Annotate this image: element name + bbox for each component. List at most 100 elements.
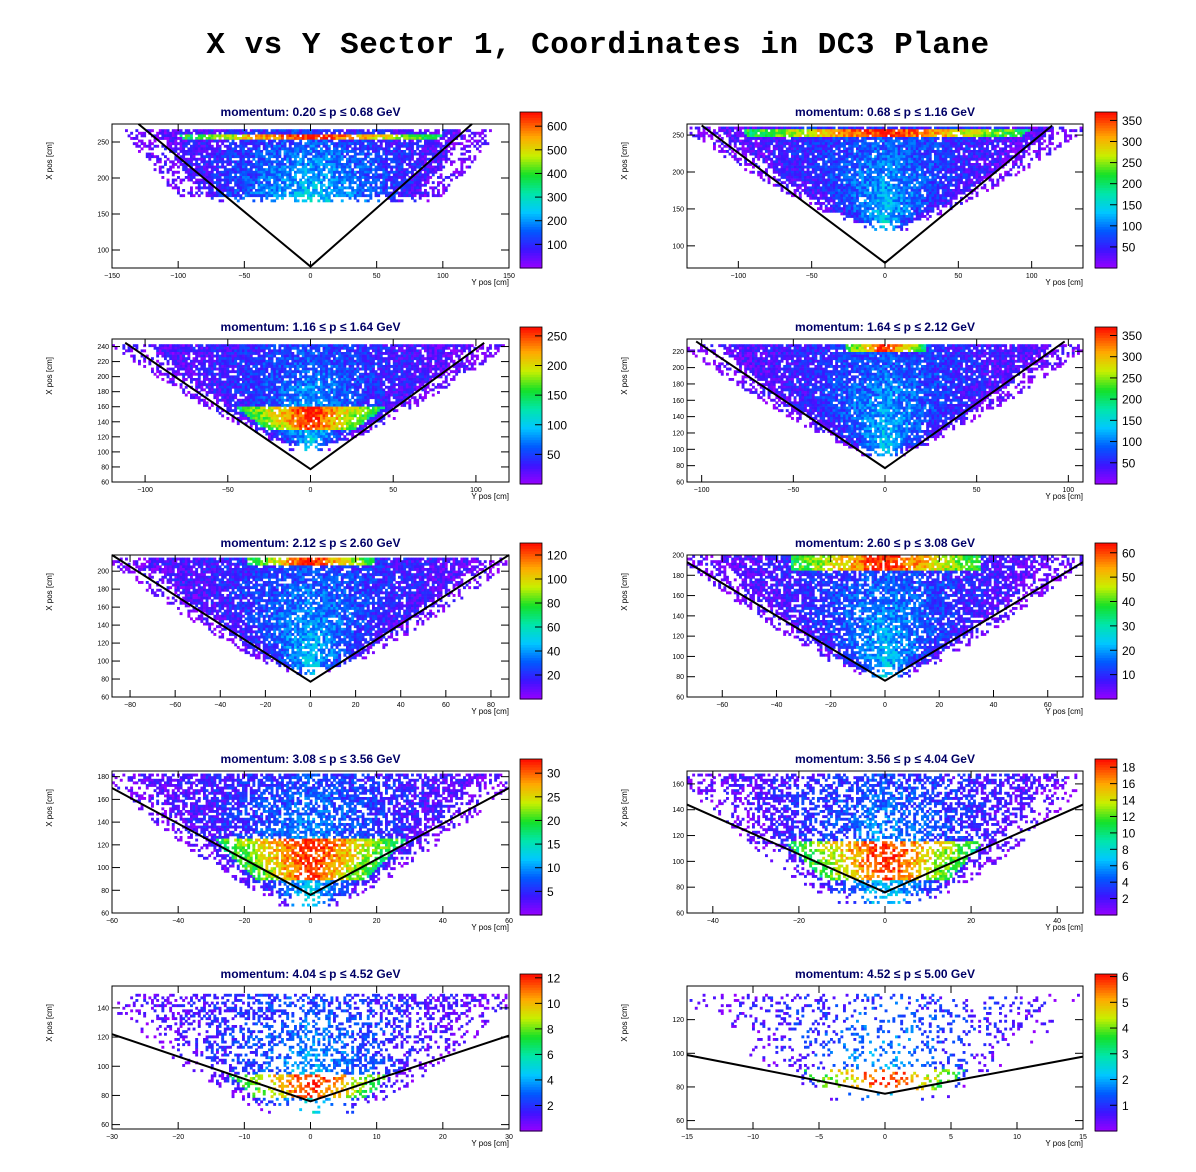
heatmap-cell bbox=[757, 142, 760, 145]
heatmap-cell bbox=[250, 155, 253, 158]
heatmap-cell bbox=[853, 129, 856, 132]
heatmap-cell bbox=[916, 137, 919, 140]
heatmap-cell bbox=[198, 168, 201, 171]
heatmap-cell bbox=[804, 173, 807, 176]
heatmap-cell bbox=[991, 129, 994, 132]
heatmap-cell bbox=[898, 155, 901, 158]
heatmap-cell bbox=[302, 168, 305, 171]
heatmap-cell bbox=[440, 155, 443, 158]
heatmap-cell bbox=[900, 150, 903, 153]
heatmap-cell bbox=[445, 132, 448, 135]
heatmap-cell bbox=[783, 145, 786, 148]
heatmap-cell bbox=[221, 163, 224, 166]
heatmap-cell bbox=[336, 129, 339, 132]
heatmap-cell bbox=[224, 137, 227, 140]
heatmap-cell bbox=[981, 129, 984, 132]
heatmap-cell bbox=[385, 181, 388, 184]
heatmap-cell bbox=[885, 145, 888, 148]
heatmap-cell bbox=[320, 137, 323, 140]
heatmap-cell bbox=[484, 142, 487, 145]
heatmap-cell bbox=[991, 142, 994, 145]
heatmap-cell bbox=[242, 173, 245, 176]
heatmap-cell bbox=[770, 142, 773, 145]
heatmap-cell bbox=[198, 153, 201, 156]
heatmap-cell bbox=[981, 153, 984, 156]
heatmap-cell bbox=[864, 132, 867, 135]
heatmap-cell bbox=[294, 163, 297, 166]
heatmap-cell bbox=[989, 153, 992, 156]
heatmap-cell bbox=[234, 155, 237, 158]
heatmap-cell bbox=[125, 129, 128, 132]
heatmap-cell bbox=[341, 179, 344, 182]
heatmap-cell bbox=[377, 153, 380, 156]
heatmap-cell bbox=[307, 134, 310, 137]
heatmap-cell bbox=[221, 140, 224, 143]
heatmap-cell bbox=[216, 181, 219, 184]
heatmap-cell bbox=[167, 134, 170, 137]
heatmap-cell bbox=[924, 132, 927, 135]
heatmap-cell bbox=[317, 173, 320, 176]
heatmap-cell bbox=[180, 140, 183, 143]
heatmap-cell bbox=[271, 160, 274, 163]
heatmap-cell bbox=[950, 153, 953, 156]
heatmap-cell bbox=[781, 160, 784, 163]
heatmap-cell bbox=[190, 163, 193, 166]
heatmap-cell bbox=[395, 155, 398, 158]
heatmap-cell bbox=[229, 150, 232, 153]
heatmap-cell bbox=[1002, 153, 1005, 156]
heatmap-cell bbox=[447, 150, 450, 153]
heatmap-cell bbox=[934, 129, 937, 132]
heatmap-cell bbox=[838, 171, 841, 174]
heatmap-cell bbox=[302, 166, 305, 169]
heatmap-cell bbox=[224, 176, 227, 179]
heatmap-cell bbox=[336, 179, 339, 182]
heatmap-cell bbox=[908, 142, 911, 145]
heatmap-cell bbox=[362, 184, 365, 187]
heatmap-cell bbox=[918, 132, 921, 135]
heatmap-cell bbox=[770, 150, 773, 153]
heatmap-cell bbox=[1017, 140, 1020, 143]
heatmap-cell bbox=[325, 186, 328, 189]
heatmap-cell bbox=[182, 194, 185, 197]
heatmap-cell bbox=[356, 171, 359, 174]
heatmap-cell bbox=[825, 150, 828, 153]
heatmap-cell bbox=[890, 179, 893, 182]
heatmap-cell bbox=[1025, 140, 1028, 143]
heatmap-cell bbox=[983, 129, 986, 132]
heatmap-cell bbox=[801, 158, 804, 161]
heatmap-cell bbox=[343, 168, 346, 171]
heatmap-cell bbox=[416, 158, 419, 161]
heatmap-cell bbox=[866, 153, 869, 156]
heatmap-cell bbox=[908, 160, 911, 163]
heatmap-cell bbox=[838, 179, 841, 182]
heatmap-cell bbox=[903, 137, 906, 140]
heatmap-cell bbox=[773, 140, 776, 143]
heatmap-cell bbox=[338, 150, 341, 153]
heatmap-cell bbox=[929, 140, 932, 143]
heatmap-cell bbox=[304, 134, 307, 137]
heatmap-cell bbox=[840, 150, 843, 153]
heatmap-cell bbox=[775, 140, 778, 143]
heatmap-cell bbox=[330, 173, 333, 176]
heatmap-cell bbox=[239, 171, 242, 174]
heatmap-cell bbox=[931, 181, 934, 184]
heatmap-cell bbox=[307, 181, 310, 184]
heatmap-cell bbox=[960, 127, 963, 130]
heatmap-cell bbox=[427, 173, 430, 176]
heatmap-cell bbox=[887, 158, 890, 161]
heatmap-cell bbox=[291, 142, 294, 145]
heatmap-cell bbox=[356, 199, 359, 202]
heatmap-cell bbox=[856, 142, 859, 145]
heatmap-cell bbox=[908, 129, 911, 132]
heatmap-cell bbox=[200, 186, 203, 189]
heatmap-cell bbox=[911, 158, 914, 161]
heatmap-cell bbox=[421, 158, 424, 161]
heatmap-cell bbox=[770, 129, 773, 132]
heatmap-cell bbox=[187, 147, 190, 150]
heatmap-cell bbox=[791, 127, 794, 130]
heatmap-cell bbox=[900, 127, 903, 130]
heatmap-cell bbox=[859, 160, 862, 163]
heatmap-cell bbox=[781, 166, 784, 169]
heatmap-cell bbox=[926, 127, 929, 130]
heatmap-cell bbox=[752, 129, 755, 132]
